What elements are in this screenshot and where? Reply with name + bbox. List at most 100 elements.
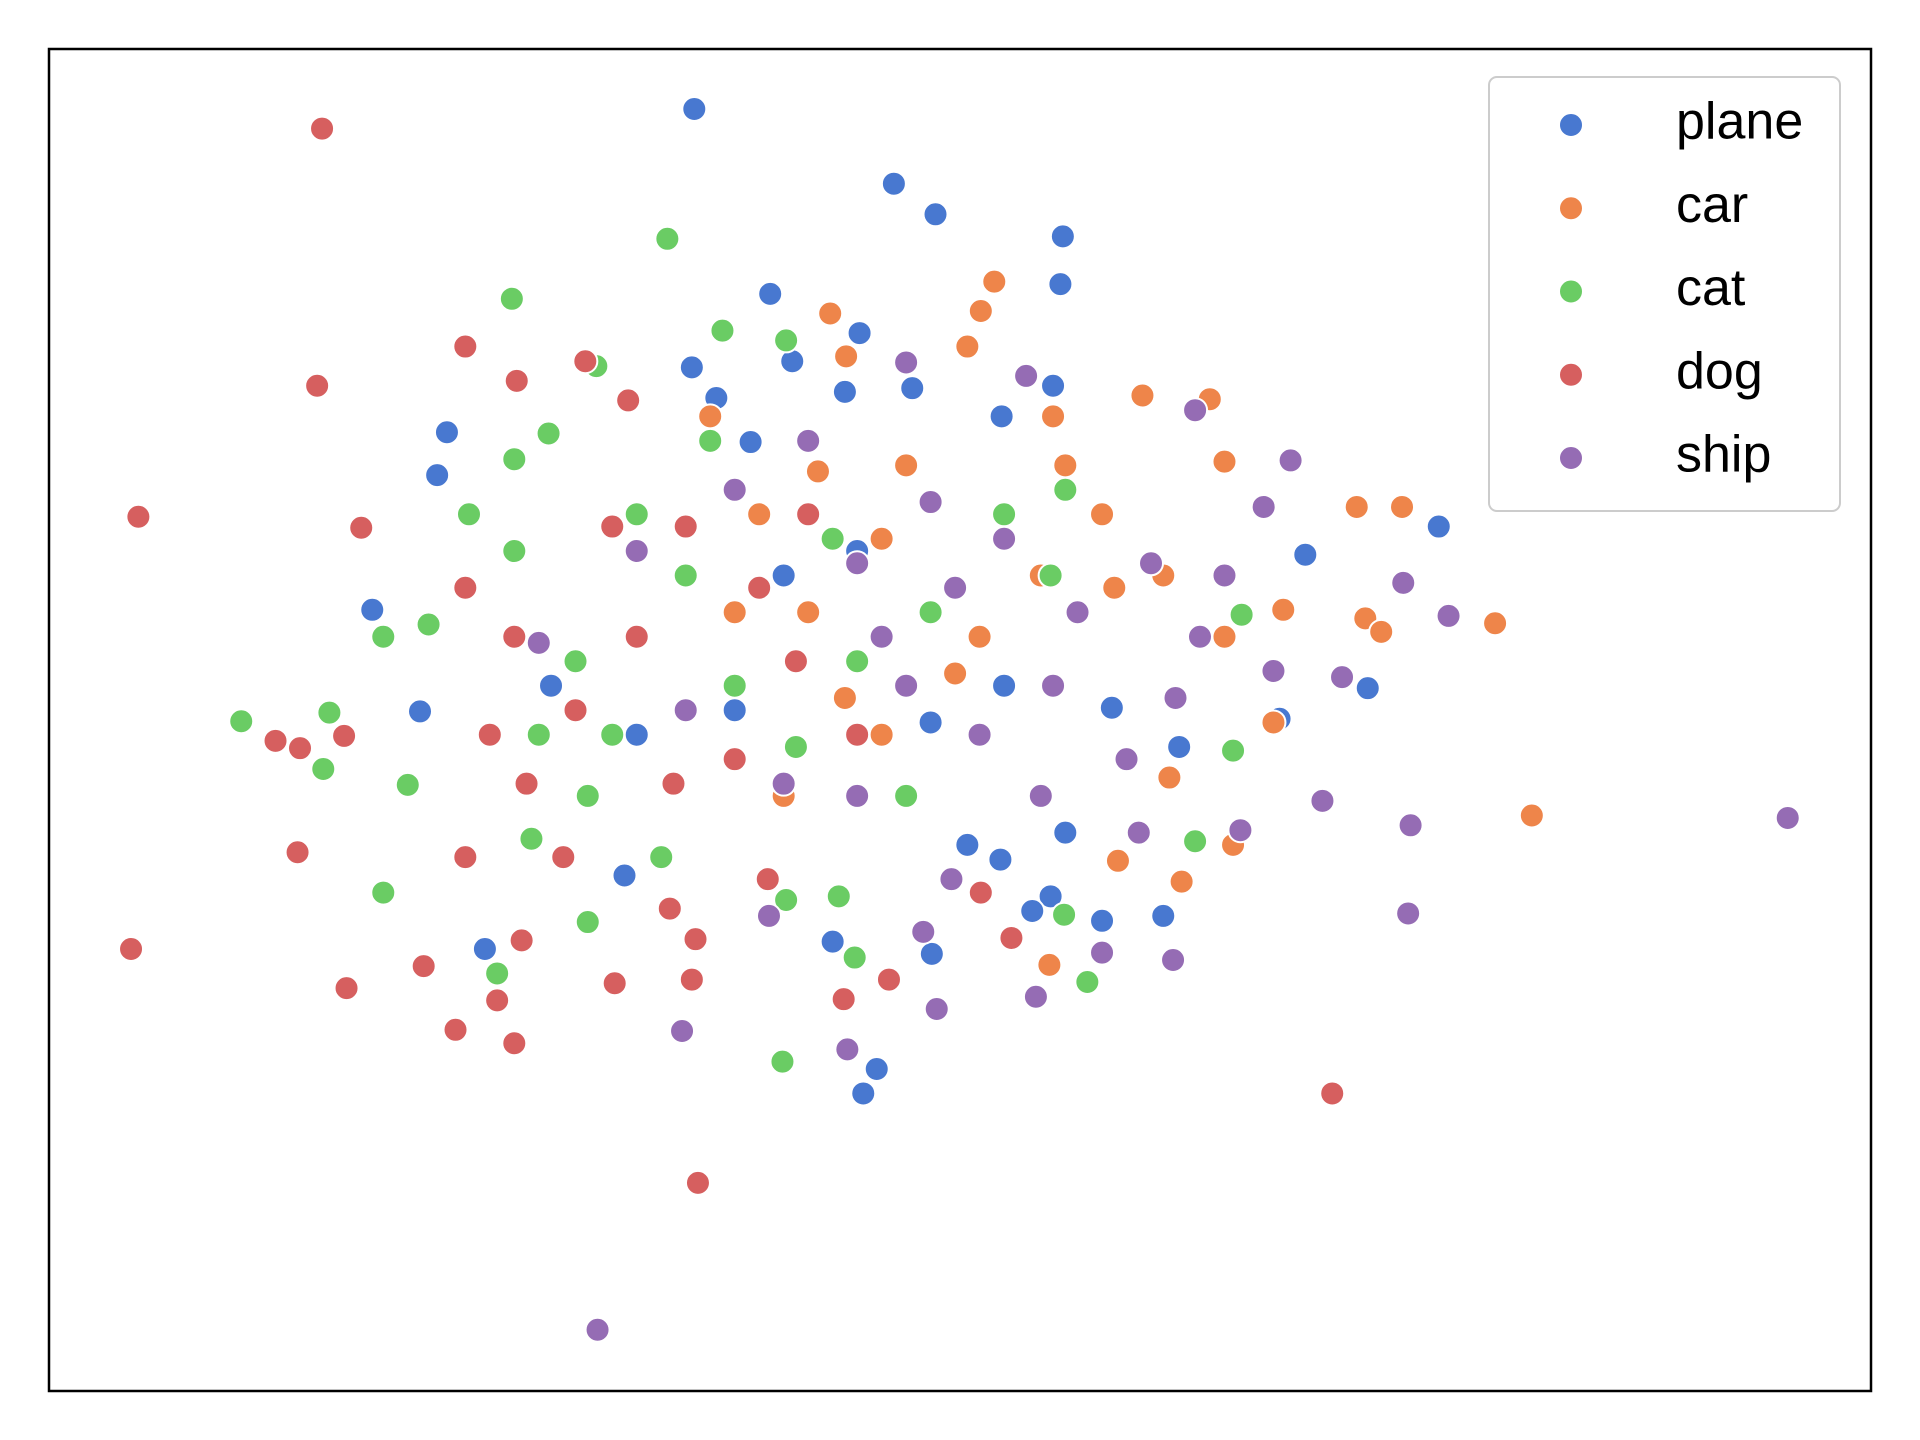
point	[755, 902, 782, 929]
point	[1129, 382, 1156, 409]
point	[681, 95, 708, 122]
point	[623, 538, 650, 565]
point	[599, 513, 626, 540]
point	[782, 733, 809, 760]
point	[476, 721, 503, 748]
point	[550, 844, 577, 871]
point	[1774, 804, 1801, 831]
point	[773, 327, 800, 354]
point	[1211, 448, 1238, 475]
point	[615, 387, 642, 414]
point	[1019, 898, 1046, 925]
point	[304, 372, 331, 399]
point	[831, 378, 858, 405]
point	[262, 727, 289, 754]
point	[333, 975, 360, 1002]
point	[611, 862, 638, 889]
point	[1250, 493, 1277, 520]
point	[684, 1169, 711, 1196]
point	[623, 501, 650, 528]
point	[1089, 907, 1116, 934]
point	[819, 928, 846, 955]
point	[834, 1036, 861, 1063]
point	[1089, 501, 1116, 528]
point	[1052, 476, 1079, 503]
point	[513, 770, 540, 797]
point	[844, 550, 871, 577]
point	[817, 300, 844, 327]
point	[1182, 828, 1209, 855]
point	[672, 562, 699, 589]
point	[1040, 372, 1067, 399]
point	[1368, 618, 1395, 645]
point	[1052, 819, 1079, 846]
point	[1482, 610, 1509, 637]
legend-marker	[1558, 278, 1584, 305]
point	[1051, 901, 1078, 928]
point	[1168, 868, 1195, 895]
point	[316, 699, 343, 726]
point	[452, 333, 479, 360]
point	[1211, 623, 1238, 650]
point	[795, 599, 822, 626]
point	[484, 987, 511, 1014]
point	[508, 927, 535, 954]
point	[471, 935, 498, 962]
point	[1160, 946, 1187, 973]
point	[893, 349, 920, 376]
point	[844, 721, 871, 748]
point	[678, 354, 705, 381]
point	[1037, 562, 1064, 589]
point	[1052, 452, 1079, 479]
point	[875, 966, 902, 993]
point	[1270, 596, 1297, 623]
point	[125, 503, 152, 530]
point	[623, 623, 650, 650]
point	[503, 367, 530, 394]
point	[917, 709, 944, 736]
point	[1162, 684, 1189, 711]
point	[966, 721, 993, 748]
point	[746, 574, 773, 601]
point	[938, 866, 965, 893]
point	[1228, 601, 1255, 628]
point	[678, 966, 705, 993]
point	[525, 721, 552, 748]
point	[562, 648, 589, 675]
legend-label: cat	[1676, 259, 1746, 317]
point	[1101, 574, 1128, 601]
point	[795, 501, 822, 528]
point	[991, 672, 1018, 699]
point	[918, 940, 945, 967]
point	[833, 343, 860, 370]
point	[1186, 623, 1213, 650]
point	[1074, 969, 1101, 996]
point	[721, 599, 748, 626]
point	[721, 672, 748, 699]
point	[1040, 672, 1067, 699]
point	[348, 514, 375, 541]
point	[1260, 658, 1287, 685]
point	[1047, 271, 1074, 298]
legend-label: car	[1676, 176, 1748, 234]
point	[1329, 664, 1356, 691]
point	[954, 333, 981, 360]
point	[599, 721, 626, 748]
point	[415, 611, 442, 638]
legend-marker	[1558, 445, 1584, 471]
point	[359, 596, 386, 623]
point	[538, 672, 565, 699]
point	[455, 501, 482, 528]
point	[942, 660, 969, 687]
point	[656, 895, 683, 922]
point	[669, 1018, 696, 1045]
point	[917, 599, 944, 626]
point	[757, 280, 784, 307]
point	[782, 648, 809, 675]
point	[917, 489, 944, 516]
point	[518, 825, 545, 852]
point	[991, 525, 1018, 552]
point	[648, 844, 675, 871]
point	[1518, 802, 1545, 829]
